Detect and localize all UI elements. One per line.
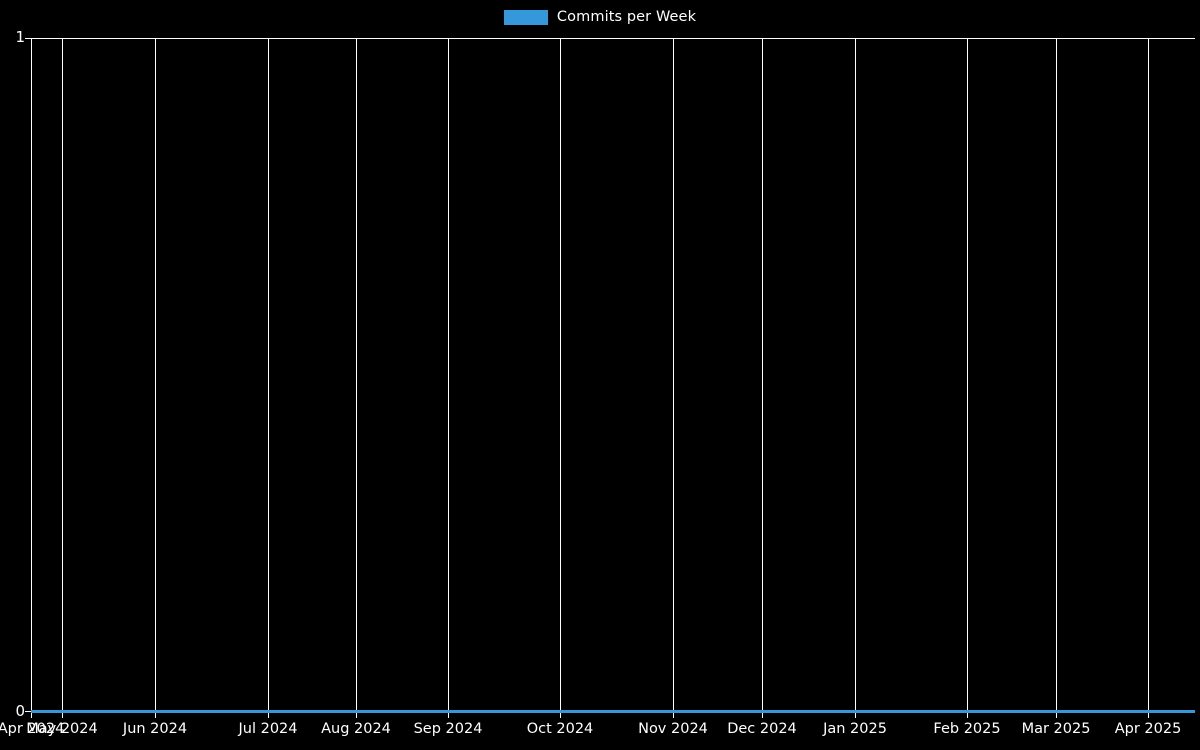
axis-spine-top <box>31 38 1195 39</box>
x-tick-label-mar-2025: Mar 2025 <box>1021 721 1091 737</box>
y-axis-tick-labels: 1 0 <box>0 0 31 750</box>
x-tick-label-oct-2024: Oct 2024 <box>526 721 594 737</box>
x-tick-mark-apr-2025 <box>1148 712 1149 718</box>
gridline-nov-2024 <box>673 38 674 712</box>
x-tick-label-apr-2024: Apr 2024 <box>0 721 65 737</box>
y-tick-mark-0 <box>25 711 31 712</box>
y-tick-label-0: 0 <box>15 702 25 720</box>
x-tick-mark-feb-2025 <box>967 712 968 718</box>
x-tick-mark-nov-2024 <box>673 712 674 718</box>
x-tick-mark-aug-2024 <box>356 712 357 718</box>
x-tick-mark-apr-2024 <box>31 712 32 718</box>
y-tick-mark-1 <box>25 38 31 39</box>
x-tick-mark-mar-2025 <box>1056 712 1057 718</box>
x-tick-label-feb-2025: Feb 2025 <box>933 721 1001 737</box>
plot-area <box>25 38 1195 718</box>
x-tick-label-may-2024: May 2024 <box>26 721 98 737</box>
x-tick-label-jan-2025: Jan 2025 <box>823 721 887 737</box>
gridline-jun-2024 <box>155 38 156 712</box>
x-tick-mark-jun-2024 <box>155 712 156 718</box>
gridline-jul-2024 <box>268 38 269 712</box>
gridline-jan-2025 <box>855 38 856 712</box>
x-tick-mark-dec-2024 <box>762 712 763 718</box>
axis-spine-left <box>31 38 32 712</box>
gridline-aug-2024 <box>356 38 357 712</box>
x-tick-label-aug-2024: Aug 2024 <box>321 721 391 737</box>
series-line-commits-per-week <box>31 710 1195 713</box>
x-tick-mark-may-2024 <box>62 712 63 718</box>
x-tick-mark-jan-2025 <box>855 712 856 718</box>
x-tick-label-dec-2024: Dec 2024 <box>727 721 797 737</box>
chart-legend: Commits per Week <box>0 6 1200 28</box>
gridline-mar-2025 <box>1056 38 1057 712</box>
gridline-may-2024 <box>62 38 63 712</box>
gridline-feb-2025 <box>967 38 968 712</box>
x-tick-label-apr-2025: Apr 2025 <box>1114 721 1182 737</box>
gridline-oct-2024 <box>560 38 561 712</box>
gridline-dec-2024 <box>762 38 763 712</box>
x-tick-label-sep-2024: Sep 2024 <box>413 721 483 737</box>
y-tick-label-1: 1 <box>15 28 25 46</box>
x-tick-label-jun-2024: Jun 2024 <box>122 721 188 737</box>
legend-swatch-commits-per-week <box>503 9 548 25</box>
x-tick-label-nov-2024: Nov 2024 <box>638 721 708 737</box>
x-tick-mark-sep-2024 <box>448 712 449 718</box>
gridline-sep-2024 <box>448 38 449 712</box>
legend-label-commits-per-week: Commits per Week <box>556 8 697 25</box>
x-tick-mark-jul-2024 <box>268 712 269 718</box>
x-tick-label-jul-2024: Jul 2024 <box>238 721 298 737</box>
x-tick-mark-oct-2024 <box>560 712 561 718</box>
gridline-apr-2025 <box>1148 38 1149 712</box>
